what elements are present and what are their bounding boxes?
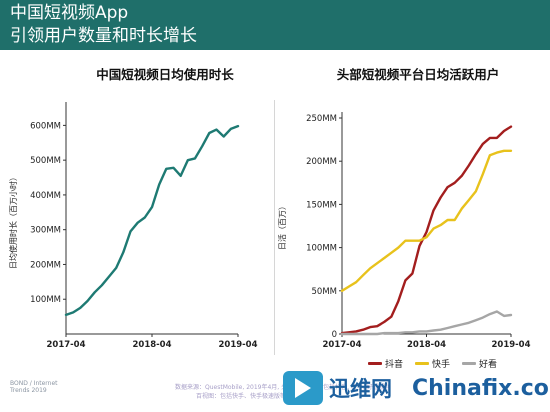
left-chart-x-tick-label: 2017-04	[46, 340, 85, 350]
right-chart-y-tick-label: 200MM	[306, 157, 337, 167]
footer-source-line-1: 数据来源：QuestMobile, 2019年4月, 头部短视频平台包括抖音, …	[175, 384, 391, 391]
legend-label-douyin: 抖音	[385, 360, 404, 370]
right-chart-y-tick-label: 100MM	[306, 244, 337, 254]
watermark-cn: 迅维网	[329, 377, 392, 401]
legend-swatch-kuaishou	[415, 362, 430, 365]
footer: BOND / Internet Trends 2019 数据来源：QuestMo…	[0, 368, 550, 412]
left-chart-y-tick-label: 100MM	[30, 295, 61, 305]
left-chart-y-tick-label: 500MM	[30, 156, 61, 166]
right-chart-y-tick-label: 0	[332, 330, 337, 340]
legend-item-douyin: 抖音	[368, 357, 403, 370]
right-chart-y-tick-label: 250MM	[306, 114, 337, 124]
watermark-en: Chinafix.com	[412, 375, 550, 401]
right-chart: 0 50MM 100MM 150MM 200MM 250MM 2017-04 2018-04 2…	[277, 112, 531, 350]
left-chart: 100MM 200MM 300MM 400MM 500MM 600MM 2017-04 201…	[8, 102, 258, 350]
legend-item-kuaishou: 快手	[415, 357, 450, 370]
right-chart-series-line-2	[340, 310, 513, 336]
right-chart-legend: 抖音 快手 好看	[368, 357, 497, 370]
left-chart-y-tick-label: 200MM	[30, 260, 61, 270]
title-line-2: 引领用户数量和时长增长	[10, 26, 197, 46]
footer-brand: BOND / Internet Trends 2019	[10, 380, 58, 394]
footer-source-line-2: 百视图：包括快手、快手极速版等	[196, 393, 287, 400]
left-chart-series-line-0	[64, 124, 240, 317]
legend-item-haokan: 好看	[462, 357, 497, 370]
right-chart-y-tick-label: 150MM	[306, 200, 337, 210]
right-chart-x-tick-label: 2019-04	[491, 340, 530, 350]
left-chart-x-tick-label: 2019-04	[218, 340, 257, 350]
legend-swatch-douyin	[368, 362, 382, 365]
legend-label-haokan: 好看	[479, 360, 498, 370]
right-chart-x-tick-label: 2017-04	[322, 340, 361, 350]
left-chart-title: 中国短视频日均使用时长	[96, 67, 234, 82]
right-chart-series-line-1	[340, 149, 513, 292]
title-banner: 中国短视频App 引领用户数量和时长增长	[0, 0, 550, 50]
right-chart-y-axis-label: 日活（百万）	[277, 202, 287, 250]
watermark: 迅维网 Chinafix.com	[283, 371, 550, 405]
left-chart-x-tick-label: 2018-04	[132, 340, 171, 350]
left-chart-y-tick-label: 600MM	[30, 121, 61, 131]
right-chart-series-line-0	[340, 125, 513, 335]
play-logo-icon	[283, 371, 323, 405]
left-chart-y-tick-label: 400MM	[30, 191, 61, 201]
right-chart-y-tick-label: 50MM	[312, 287, 337, 297]
left-chart-y-tick-label: 300MM	[30, 226, 61, 236]
right-chart-title: 头部短视频平台日均活跃用户	[336, 67, 500, 82]
right-chart-x-tick-label: 2018-04	[407, 340, 446, 350]
title-line-1: 中国短视频App	[10, 3, 129, 23]
legend-swatch-haokan	[462, 362, 477, 365]
left-chart-y-axis-label: 日均使用时长（百万小时）	[8, 173, 18, 269]
chart-divider	[274, 100, 275, 355]
legend-label-kuaishou: 快手	[432, 360, 451, 370]
